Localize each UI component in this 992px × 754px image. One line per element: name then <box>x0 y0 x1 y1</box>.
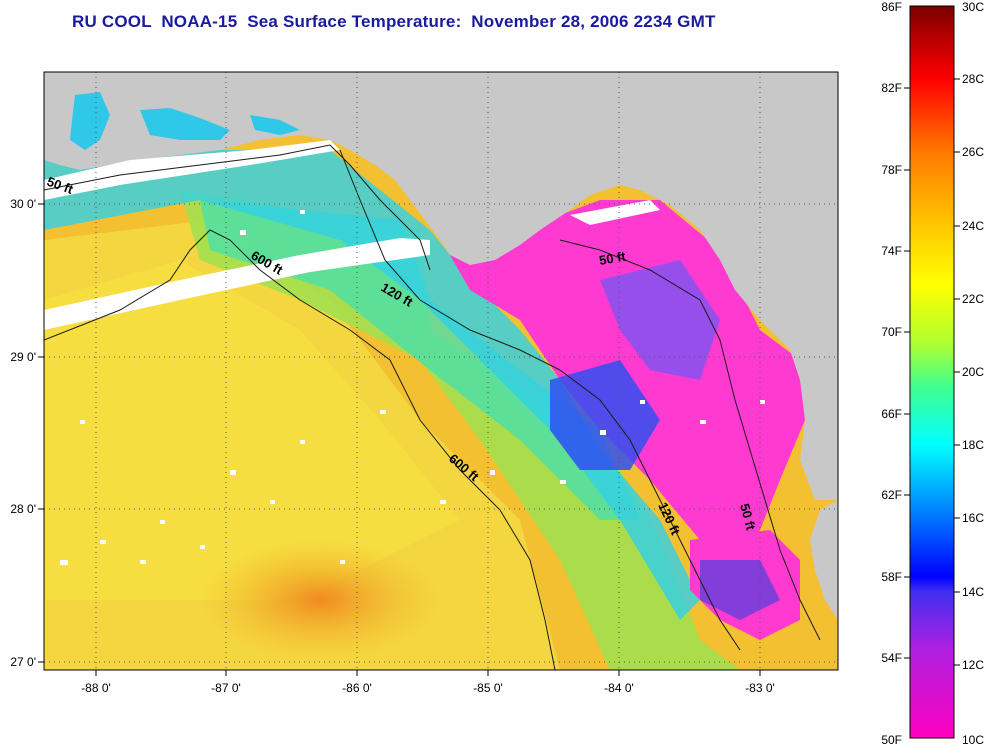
lat-label: 30 0' <box>10 197 36 211</box>
contour-120ft <box>339 149 741 651</box>
transition-water <box>180 190 740 670</box>
map-frame <box>43 71 839 671</box>
lon-label: -86 0' <box>342 681 372 695</box>
lon-label: -85 0' <box>473 681 503 695</box>
land <box>44 72 838 500</box>
cloud-streak <box>44 140 340 200</box>
contour-50ft-west <box>44 144 431 271</box>
colorbar-f-label: 70F <box>881 325 902 339</box>
colorbar-f-label: 82F <box>881 81 902 95</box>
lon-label: -87 0' <box>211 681 241 695</box>
colorbar-c-label: 26C <box>962 145 984 159</box>
colorbar-c-label: 30C <box>962 0 984 14</box>
map-area: 50 ft 600 ft 120 ft 50 ft 600 ft 120 ft … <box>44 72 838 670</box>
lon-label: -84 0' <box>604 681 634 695</box>
colorbar-c-label: 28C <box>962 72 984 86</box>
colorbar-c-label: 10C <box>962 733 984 747</box>
colorbar-c-label: 22C <box>962 292 984 306</box>
contour-label: 50 ft <box>598 248 628 268</box>
colorbar-f-label: 54F <box>881 651 902 665</box>
colorbar-f-label: 66F <box>881 407 902 421</box>
bathymetry-contours <box>44 144 821 670</box>
contour-label: 50 ft <box>737 502 759 532</box>
cloud-pixels <box>60 210 765 565</box>
colorbar-c-label: 18C <box>962 438 984 452</box>
axis-ticks <box>38 203 761 676</box>
warm-core <box>200 540 440 660</box>
colorbar-ticks <box>904 78 960 666</box>
colorbar-f-label: 78F <box>881 163 902 177</box>
colorbar <box>909 5 955 739</box>
colorbar-f-label: 58F <box>881 570 902 584</box>
lat-label: 29 0' <box>10 350 36 364</box>
colorbar-f-label: 74F <box>881 244 902 258</box>
colorbar-c-label: 16C <box>962 511 984 525</box>
colorbar-c-label: 14C <box>962 585 984 599</box>
colorbar-f-label: 86F <box>881 0 902 14</box>
colorbar-c-label: 12C <box>962 658 984 672</box>
lon-label: -88 0' <box>81 681 111 695</box>
contour-600ft <box>44 229 556 670</box>
colorbar-c-label: 24C <box>962 219 984 233</box>
lat-label: 28 0' <box>10 502 36 516</box>
colorbar-f-label: 62F <box>881 488 902 502</box>
colorbar-c-label: 20C <box>962 365 984 379</box>
lon-label: -83 0' <box>745 681 775 695</box>
mobile-bay <box>70 92 110 150</box>
chart-title: RU COOL NOAA-15 Sea Surface Temperature:… <box>72 12 716 31</box>
lat-label: 27 0' <box>10 655 36 669</box>
contour-50ft-east <box>559 239 821 641</box>
colorbar-f-label: 50F <box>881 733 902 747</box>
